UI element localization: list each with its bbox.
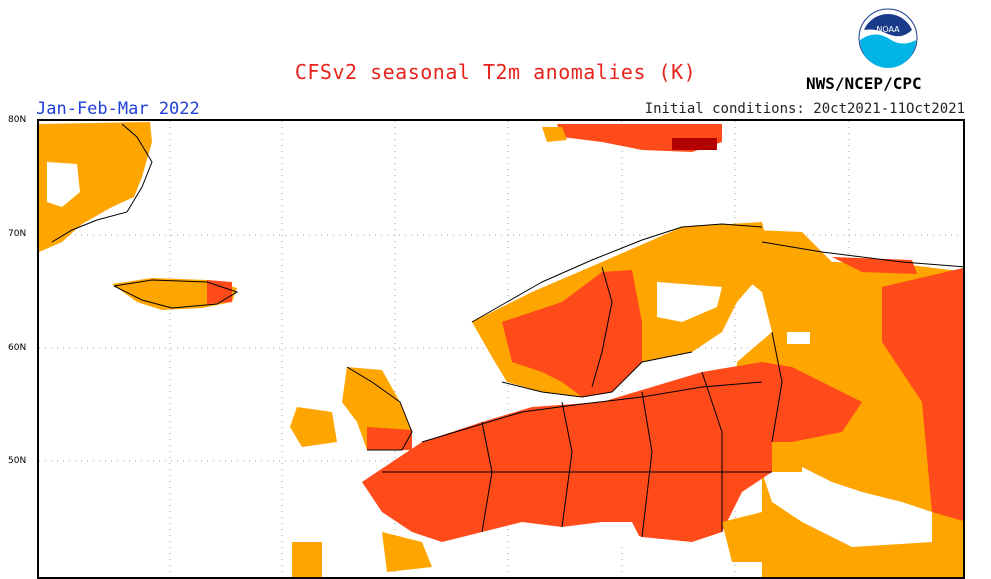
map-title: CFSv2 seasonal T2m anomalies (K) xyxy=(294,60,697,84)
noaa-logo-icon: NOAA xyxy=(858,8,918,68)
logo-text: NOAA xyxy=(876,25,900,34)
lat-label-80n: 80N xyxy=(8,115,27,125)
region-iceland xyxy=(112,278,239,310)
region-greenland xyxy=(39,122,153,252)
region-scandinavia xyxy=(472,222,772,397)
lat-label-50n: 50N xyxy=(8,456,27,466)
anomaly-map xyxy=(37,119,965,579)
region-british-isles xyxy=(290,367,412,450)
anomaly-map-canvas xyxy=(39,121,963,577)
country-borders xyxy=(346,223,963,538)
initial-conditions: Initial conditions: 20ct2021-11Oct2021 xyxy=(644,101,965,117)
agency-label: NWS/NCEP/CPC xyxy=(806,74,922,93)
forecast-period: Jan-Feb-Mar 2022 xyxy=(36,99,200,119)
region-svalbard xyxy=(542,124,722,152)
lat-label-70n: 70N xyxy=(8,229,27,239)
lat-label-60n: 60N xyxy=(8,343,27,353)
